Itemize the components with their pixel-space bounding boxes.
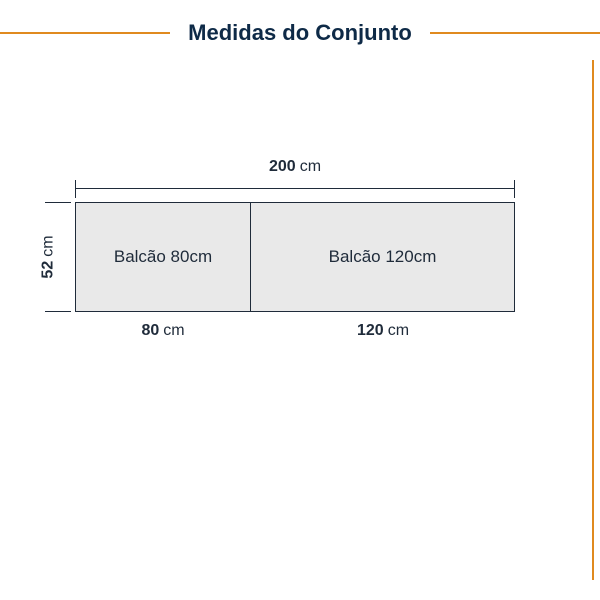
- dim-tick-icon: [45, 202, 71, 203]
- segment-width-unit: cm: [163, 322, 184, 339]
- box-label: Balcão 80cm: [114, 247, 212, 267]
- dim-hline-icon: [75, 188, 515, 189]
- header-rule-left: [0, 32, 170, 34]
- height-label: 52 cm: [40, 235, 58, 278]
- dim-tick-icon: [45, 311, 71, 312]
- dim-tick-icon: [514, 180, 515, 198]
- bottom-dimension-segment: 120cm: [251, 316, 515, 340]
- segment-width-unit: cm: [388, 322, 409, 339]
- box-label: Balcão 120cm: [329, 247, 437, 267]
- segment-width-label: 120cm: [357, 316, 409, 340]
- header: Medidas do Conjunto: [0, 20, 600, 46]
- height-unit: cm: [40, 235, 57, 256]
- top-dimension-line: 200cm: [75, 180, 515, 198]
- total-width-value: 200: [269, 158, 296, 175]
- segment-width-label: 80cm: [141, 316, 184, 340]
- box-segment: Balcão 120cm: [251, 202, 515, 312]
- dim-tick-icon: [75, 180, 76, 198]
- bottom-dimension-segment: 80cm: [75, 316, 251, 340]
- total-width-label: 200cm: [263, 158, 327, 176]
- height-value: 52: [40, 261, 57, 279]
- height-dimension: 52 cm: [31, 202, 71, 312]
- bottom-dimension-row: 80cm 120cm: [75, 316, 515, 340]
- right-vertical-rule: [592, 60, 594, 580]
- total-width-unit: cm: [300, 158, 321, 175]
- segment-width-value: 120: [357, 322, 384, 339]
- box-row: Balcão 80cm Balcão 120cm: [75, 202, 515, 312]
- segment-width-value: 80: [141, 322, 159, 339]
- box-segment: Balcão 80cm: [75, 202, 251, 312]
- header-rule-right: [430, 32, 600, 34]
- page-title: Medidas do Conjunto: [170, 20, 430, 46]
